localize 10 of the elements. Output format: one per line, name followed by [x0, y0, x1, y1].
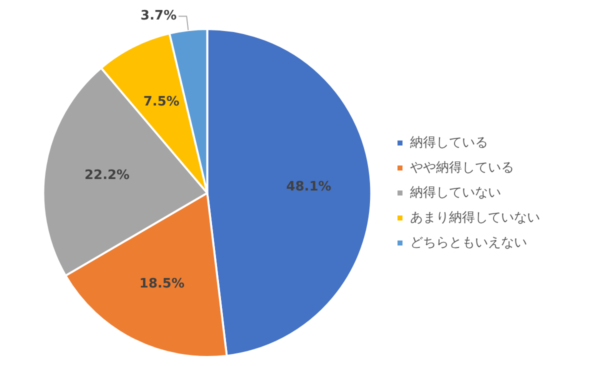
data-label: 48.1%	[286, 179, 332, 194]
legend-label: 納得していない	[410, 185, 501, 200]
legend-label: どちらともいえない	[410, 235, 527, 250]
data-label: 7.5%	[143, 94, 180, 110]
legend-label: あまり納得していない	[410, 210, 540, 226]
legend-label: やや納得している	[410, 160, 514, 176]
data-label: 18.5%	[139, 276, 184, 292]
legend-label: 納得している	[410, 135, 488, 150]
data-label: 3.7%	[140, 8, 177, 24]
data-label: 22.2%	[84, 168, 130, 184]
